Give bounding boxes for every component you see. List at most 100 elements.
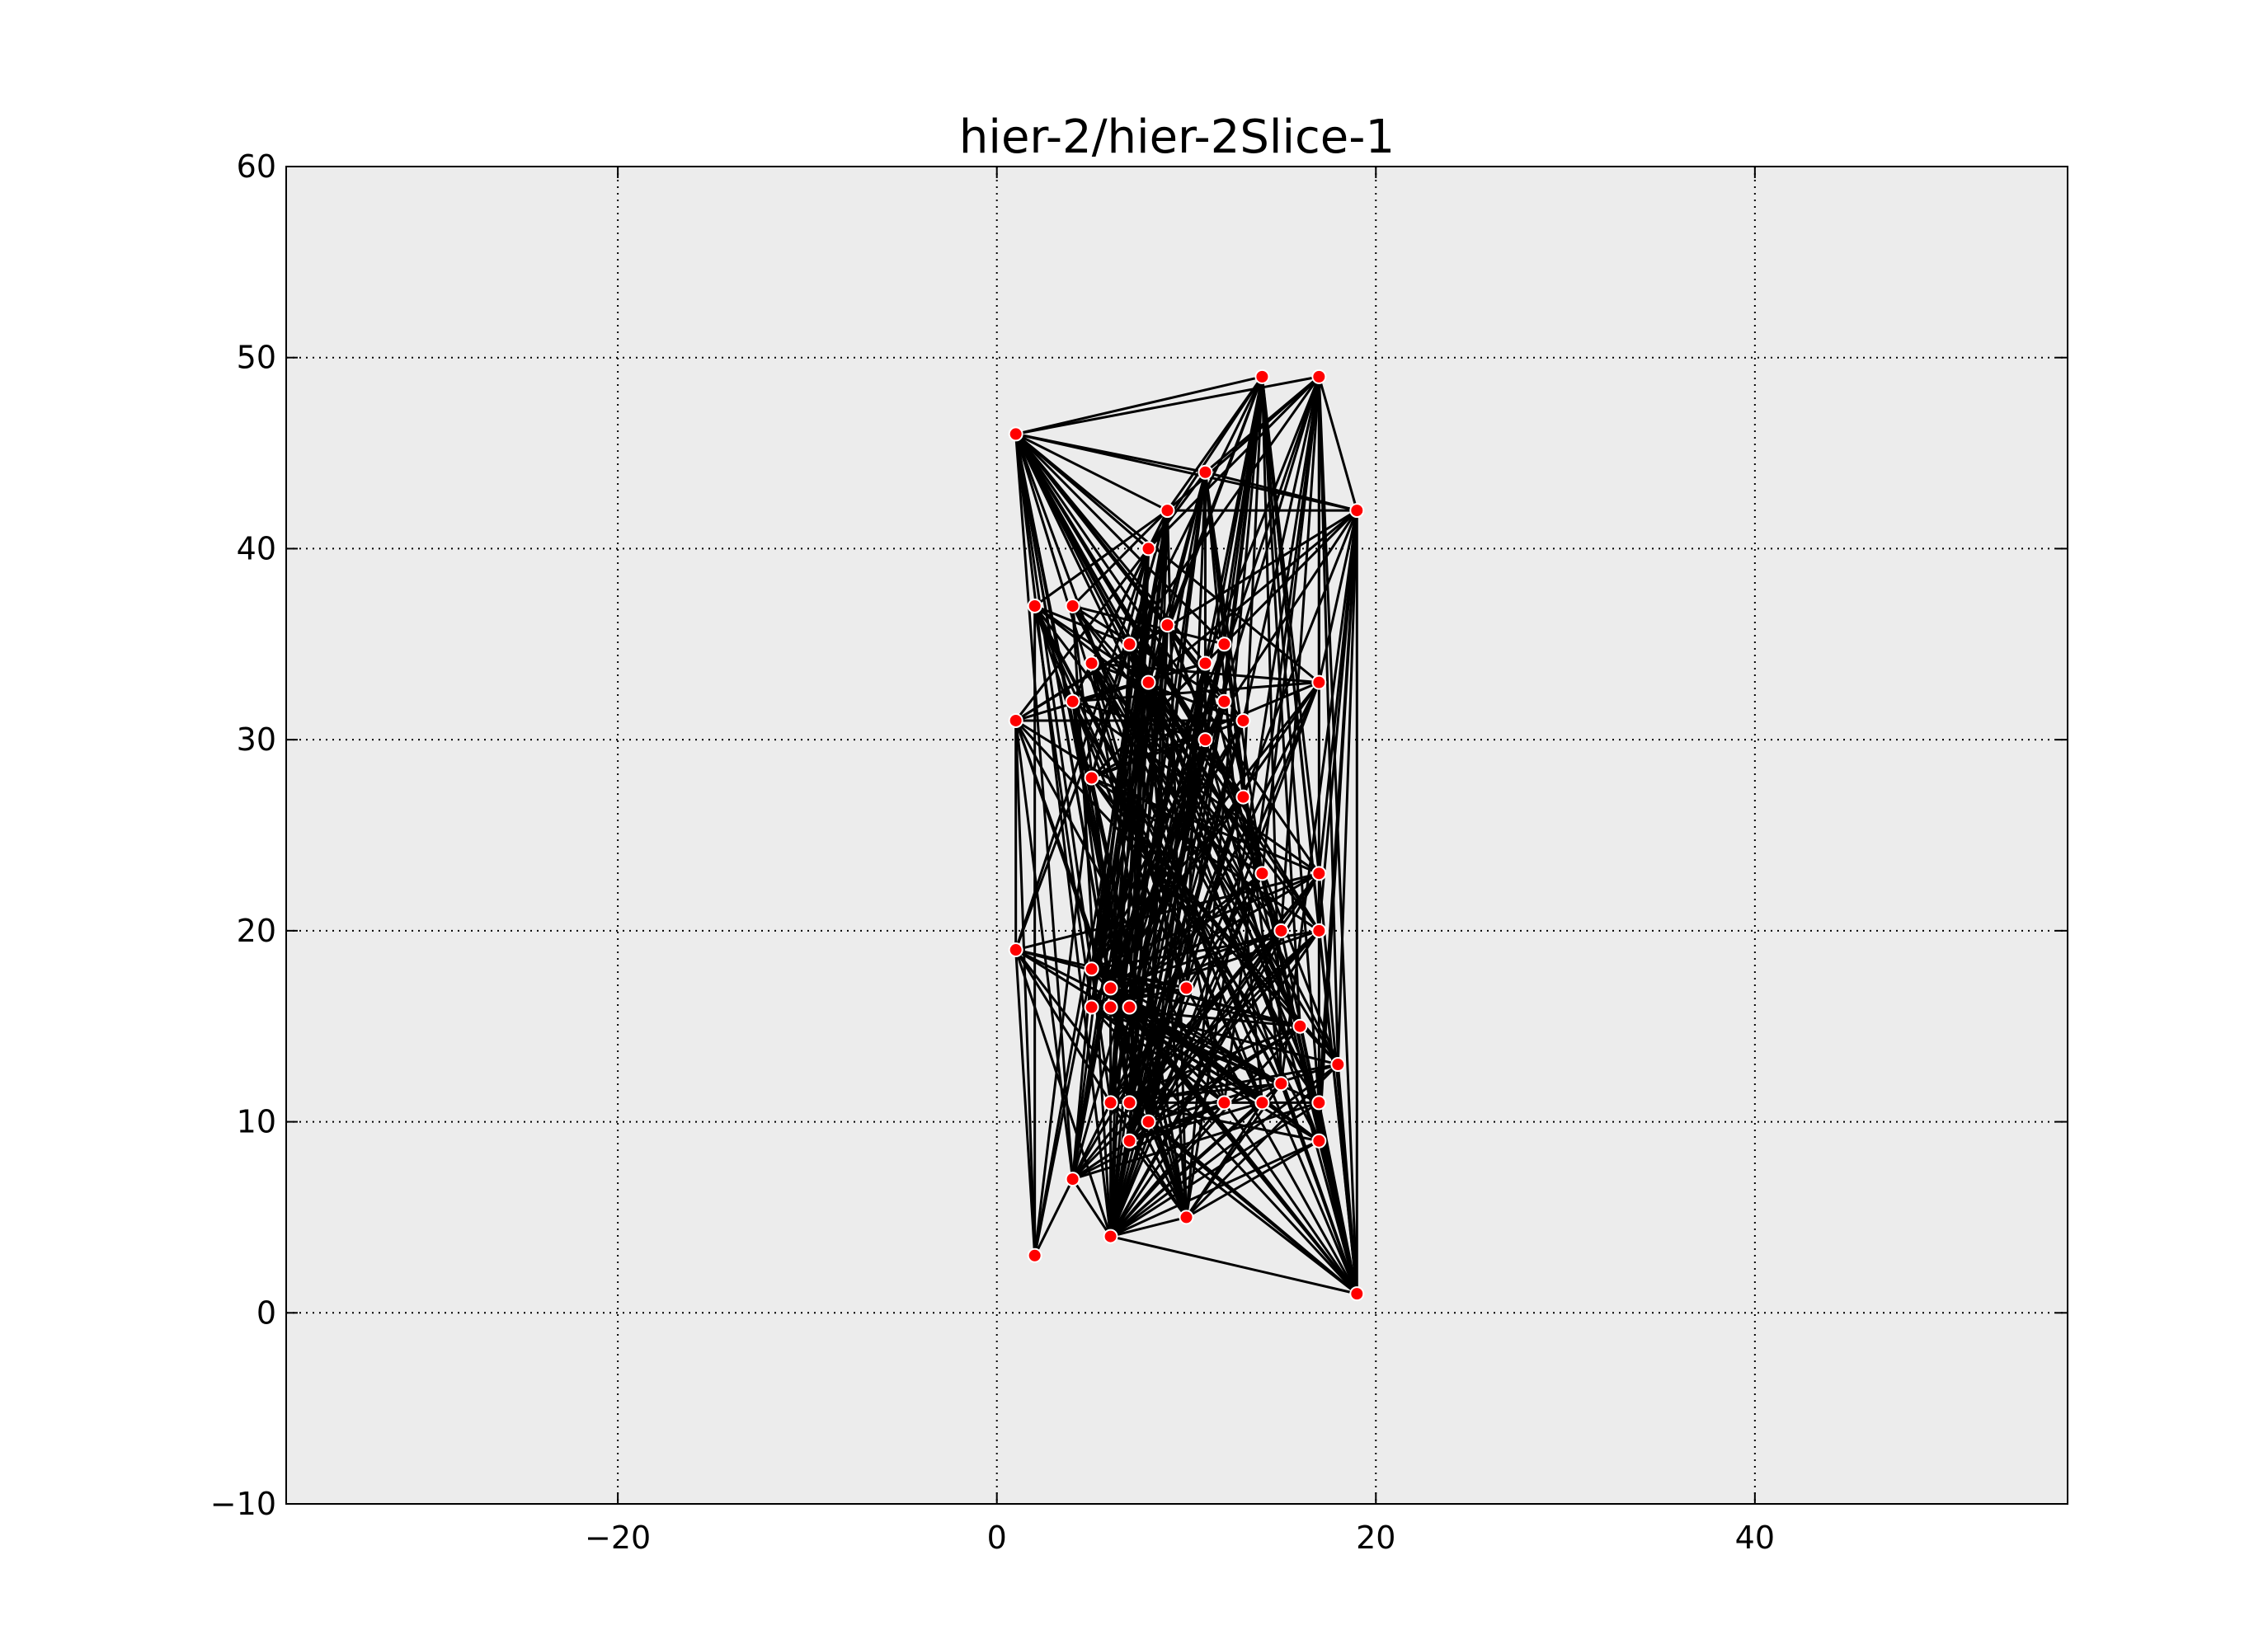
graph-edge [1185, 1064, 1339, 1219]
graph-edge [1147, 1121, 1188, 1218]
graph-edge [1090, 777, 1320, 933]
graph-node-point [1084, 655, 1099, 671]
graph-edge [1109, 1006, 1263, 1104]
graph-node-point [1160, 503, 1175, 519]
graph-edge [1317, 1102, 1358, 1294]
graph-node-point [1065, 693, 1080, 709]
graph-node-point [1349, 503, 1365, 519]
graph-edge [1090, 1006, 1320, 1143]
graph-edge [1014, 949, 1037, 1256]
graph-edge [1091, 719, 1244, 779]
graph-edge [1071, 1178, 1112, 1238]
graph-node-point [1198, 732, 1213, 748]
graph-edge [1128, 1102, 1188, 1219]
graph-edge [1128, 1006, 1282, 1085]
graph-node-point [1198, 464, 1213, 480]
graph-node-point [1311, 866, 1327, 881]
graph-edge [1091, 929, 1320, 1008]
graph-node-point [1273, 923, 1289, 938]
graph-edge [1110, 1235, 1358, 1295]
graph-edge [1129, 1101, 1320, 1143]
graph-node-point [1122, 1133, 1137, 1149]
graph-edge [1014, 720, 1037, 1256]
graph-edge [1260, 376, 1320, 874]
graph-edge [1336, 1064, 1358, 1294]
graph-edge [1072, 604, 1225, 646]
graph-node-point [1065, 598, 1080, 613]
x-tick-label: 20 [1356, 1520, 1395, 1556]
graph-edge [1147, 682, 1188, 1218]
y-tick-label: 10 [237, 1104, 276, 1140]
graph-node-point [1084, 999, 1099, 1015]
graph-edge [1203, 376, 1263, 664]
graph-edge [1205, 471, 1358, 512]
graph-edge [1071, 701, 1113, 989]
graph-node-point [1141, 541, 1156, 557]
graph-edge [1185, 1102, 1263, 1219]
graph-edges [1014, 375, 1358, 1295]
graph-node-point [1179, 980, 1194, 996]
graph-node-point [1216, 1095, 1232, 1111]
graph-edge [1204, 375, 1320, 473]
graph-nodes [1008, 369, 1365, 1302]
graph-edge [1090, 796, 1245, 1008]
graph-node-point [1330, 1057, 1346, 1073]
graph-edge [1090, 662, 1320, 1104]
graph-node-point [1311, 1133, 1327, 1149]
graph-node-point [1122, 999, 1137, 1015]
graph-edge [1072, 1101, 1320, 1181]
graph-edge [1109, 1102, 1188, 1219]
graph-node-point [1141, 674, 1156, 690]
graph-node-point [1311, 923, 1327, 938]
graph-node-point [1122, 1095, 1137, 1111]
graph-edge [1223, 510, 1358, 646]
graph-edge [1109, 1063, 1339, 1238]
graph-edge [1109, 872, 1263, 1008]
graph-node-point [1160, 618, 1175, 633]
graph-node-point [1084, 961, 1099, 977]
graph-edge [1110, 1082, 1282, 1104]
graph-node-point [1235, 789, 1251, 805]
graph-node-point [1349, 1286, 1365, 1302]
y-tick-label: −10 [210, 1486, 276, 1522]
graph-edge [1129, 1101, 1263, 1143]
graph-edge [1109, 739, 1207, 1103]
graph-edge [1317, 376, 1358, 511]
graph-node-point [1254, 1095, 1270, 1111]
y-tick-label: 40 [237, 530, 276, 566]
graph-edge [1147, 375, 1320, 550]
graph-edge [1091, 871, 1320, 970]
graph-node-point [1254, 866, 1270, 881]
graph-edge [1014, 623, 1169, 722]
graph-edge [1185, 987, 1358, 1294]
graph-node-point [1103, 999, 1118, 1015]
graph-edge [1014, 547, 1150, 721]
graph-edge [1110, 1215, 1187, 1238]
graph-edge [1147, 1120, 1358, 1295]
graph-edge [1336, 510, 1358, 1065]
graph-edge [1090, 662, 1207, 779]
graph-edge [1109, 1121, 1150, 1238]
graph-edge [1317, 930, 1358, 1294]
y-tick-label: 60 [237, 148, 276, 185]
graph-edge [1072, 662, 1206, 703]
graph-node-point [1179, 1210, 1194, 1225]
graph-edge [1317, 510, 1358, 683]
axis-ticks: −20 0 20 40 −10 0 10 20 30 40 50 60 [210, 148, 2068, 1556]
graph-edge [1147, 471, 1207, 550]
graph-edge [1014, 433, 1320, 932]
graph-edge [1071, 510, 1169, 607]
y-tick-label: 0 [256, 1294, 276, 1331]
x-tick-label: 40 [1735, 1520, 1775, 1556]
graph-edge [1090, 700, 1226, 779]
graph-node-point [1065, 1172, 1080, 1187]
graph-node-point [1141, 1114, 1156, 1130]
axes-frame [285, 166, 2068, 1505]
graph-node-point [1008, 426, 1023, 442]
graph-node-point [1311, 1095, 1327, 1111]
graph-edge [1110, 986, 1301, 1028]
graph-edge [1015, 433, 1169, 512]
graph-node-point [1084, 770, 1099, 786]
graph-edge [1014, 949, 1150, 1123]
graph-edge [1110, 1025, 1301, 1104]
